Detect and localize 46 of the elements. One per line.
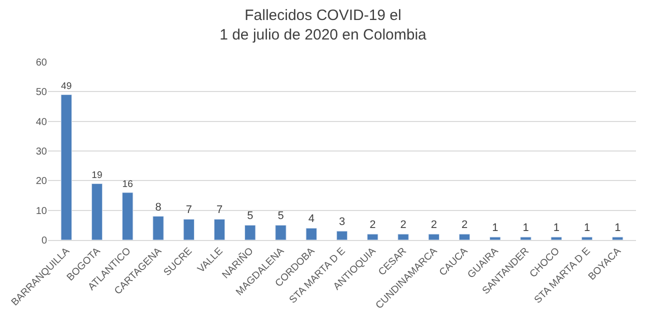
data-label: 2 [370, 219, 376, 232]
y-tick-label: 50 [36, 87, 48, 98]
bar [91, 183, 103, 240]
bar [152, 216, 164, 240]
data-label: 49 [61, 81, 72, 92]
chart-title: Fallecidos COVID-19 el 1 de julio de 2020 en Colombia [220, 7, 428, 44]
data-label: 2 [430, 219, 437, 232]
y-tick-label: 30 [36, 146, 48, 158]
bar [550, 236, 562, 240]
data-label: 7 [186, 204, 192, 216]
y-tick-label: 20 [36, 176, 48, 188]
y-tick-label: 0 [41, 236, 48, 246]
data-label: 1 [614, 222, 621, 234]
bar [306, 228, 317, 240]
data-label: 4 [308, 213, 314, 226]
data-label: 8 [155, 201, 162, 214]
bar [581, 236, 593, 240]
data-label: 19 [92, 170, 102, 182]
bar [428, 234, 440, 240]
bar [122, 192, 134, 240]
bar [398, 234, 409, 240]
data-label: 3 [338, 216, 346, 228]
bar [275, 224, 286, 240]
data-label: 1 [522, 222, 529, 234]
bar [183, 218, 194, 240]
data-label: 2 [400, 219, 406, 232]
bar [214, 218, 226, 240]
bar [490, 236, 501, 240]
bar [244, 224, 256, 240]
data-label: 5 [278, 210, 284, 222]
data-label: 1 [492, 222, 498, 234]
y-tick-label: 40 [36, 116, 48, 128]
y-tick-label: 10 [36, 206, 48, 217]
data-label: 1 [553, 222, 560, 234]
data-label: 5 [247, 210, 254, 222]
bar [60, 94, 72, 240]
data-label: 16 [122, 178, 133, 190]
bar [612, 236, 624, 240]
data-label: 7 [216, 204, 223, 216]
data-label: 2 [461, 219, 468, 232]
data-label: 1 [584, 222, 590, 234]
bar [458, 234, 470, 240]
bar [367, 234, 378, 240]
bar [520, 236, 532, 240]
bar [336, 230, 348, 240]
y-tick-label: 60 [36, 58, 48, 68]
